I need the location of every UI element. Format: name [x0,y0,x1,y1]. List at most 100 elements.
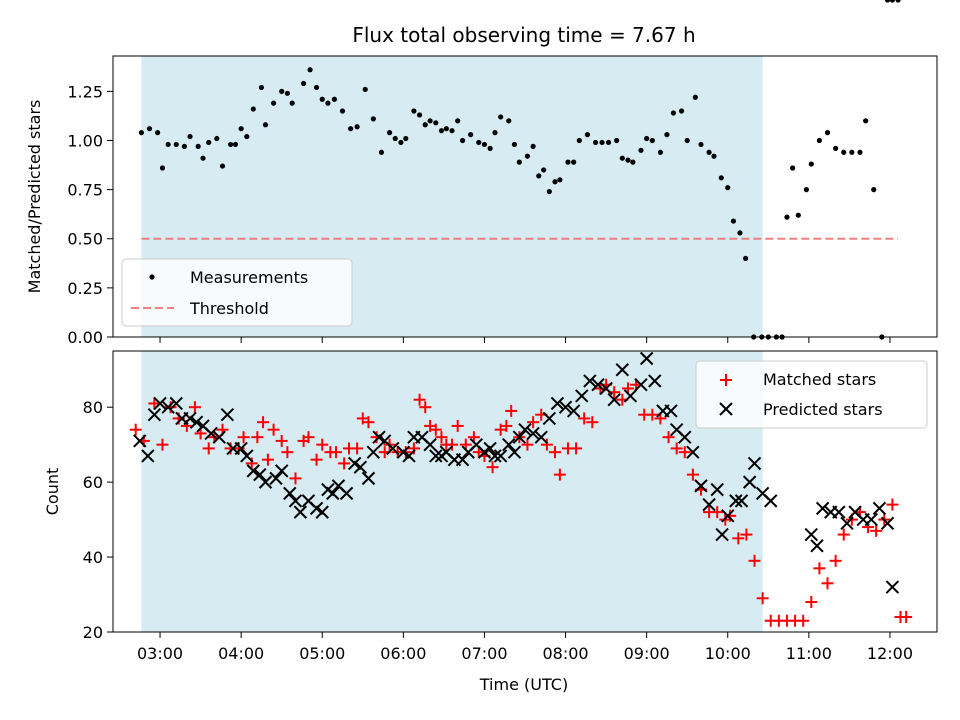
measurement-point [181,143,187,149]
matched-star-point [429,423,442,436]
measurement-point [638,147,644,153]
measurement-point [784,214,790,220]
top-ytick-label: 0.00 [67,328,103,347]
measurement-point [492,130,498,136]
matched-star-point [310,453,323,466]
measurement-point [692,94,698,100]
measurement-point [348,126,354,132]
measurement-point [370,116,376,122]
measurements-series [138,0,901,340]
matched-star-point [419,401,432,414]
top-ytick-label: 0.75 [67,181,103,200]
measurement-point [571,159,577,165]
measurement-point [232,141,239,148]
measurement-point [455,118,461,124]
measurement-point [524,153,531,159]
measurement-point [857,149,863,155]
predicted-star-point [566,404,581,418]
predicted-star-point [183,411,197,426]
measurement-point [684,137,690,144]
predicted-star-point [518,422,532,437]
matched-star-point [257,416,270,429]
matched-star-point [486,461,499,474]
matched-star-point [527,416,540,429]
measurement-point [790,165,796,171]
predicted-star-point [542,411,557,426]
measurement-point [730,218,737,224]
predicted-star-point [396,445,411,459]
measurement-point [725,185,731,191]
predicted-star-point [815,501,830,516]
predicted-star-point [366,445,381,459]
matched-star-point [740,528,753,541]
measurement-point [403,135,409,142]
measurement-point [487,145,493,151]
x-axis-label: Time (UTC) [479,675,568,694]
top-ytick-label: 1.00 [67,131,103,150]
measurement-point [670,110,677,116]
predicted-star-point [253,467,267,482]
measurement-point [398,139,404,146]
predicted-star-point [880,516,895,531]
measurement-point [378,149,385,155]
predicted-star-point [133,434,147,448]
predicted-star-point [204,426,218,441]
bottom-series [129,351,913,627]
predicted-star-point [240,449,254,463]
measurement-point [552,179,558,185]
bottom-xtick-label: 12:00 [867,644,913,663]
predicted-star-point [512,430,527,444]
predicted-star-point [810,539,824,553]
matched-star-point [302,431,315,444]
predicted-star-point [864,512,879,527]
measurement-point [557,177,563,183]
predicted-star-point [721,509,735,523]
bottom-ytick-label: 20 [83,623,103,642]
predicted-star-point [429,449,443,463]
predicted-star-point [269,471,283,486]
measurement-point [159,165,166,171]
matched-star-point [821,577,834,590]
predicted-star-point [220,407,235,422]
predicted-star-point [507,445,522,459]
measurement-point [592,139,599,146]
measurement-point [664,132,670,138]
measurement-point [833,145,839,151]
matched-star-point [886,498,899,511]
measurement-point [146,126,153,132]
measurement-point [584,132,591,138]
measurement-point [481,141,488,148]
predicted-star-point [189,415,204,429]
matched-star-point [540,438,553,451]
predicted-star-point [558,400,573,414]
measurement-point [250,106,256,112]
predicted-star-point [832,505,846,519]
top-axes-frame [112,55,938,338]
bottom-y-axis-label: Count [43,468,62,516]
matched-star-point [578,412,591,425]
matched-star-point [586,416,599,429]
predicted-star-point [315,505,329,519]
measurement-point [325,100,331,106]
measurement-point [863,118,869,124]
predicted-star-point [694,479,708,493]
predicted-star-point [742,475,757,489]
measurement-point [165,141,171,148]
predicted-star-point [169,396,183,411]
measurement-point [498,114,504,120]
matched-star-point [188,401,201,414]
predicted-star-point [634,378,648,392]
measurement-point [657,149,664,155]
measurement-point [476,139,482,146]
predicted-star-point [502,437,516,452]
predicted-star-point [339,486,354,501]
chart-title: Flux total observing time = 7.67 h [352,23,695,47]
measurement-point [362,86,368,93]
predicted-star-point [258,475,273,489]
legend-threshold-label: Threshold [189,299,269,318]
measurement-point [718,175,724,181]
measurement-point [849,149,855,155]
matched-star-point [870,524,883,537]
predicted-star-point [212,430,226,444]
bottom-axes-frame [112,350,938,633]
